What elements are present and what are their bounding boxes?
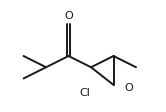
Text: Cl: Cl xyxy=(79,88,90,98)
Text: O: O xyxy=(125,83,133,93)
Text: O: O xyxy=(64,11,73,21)
